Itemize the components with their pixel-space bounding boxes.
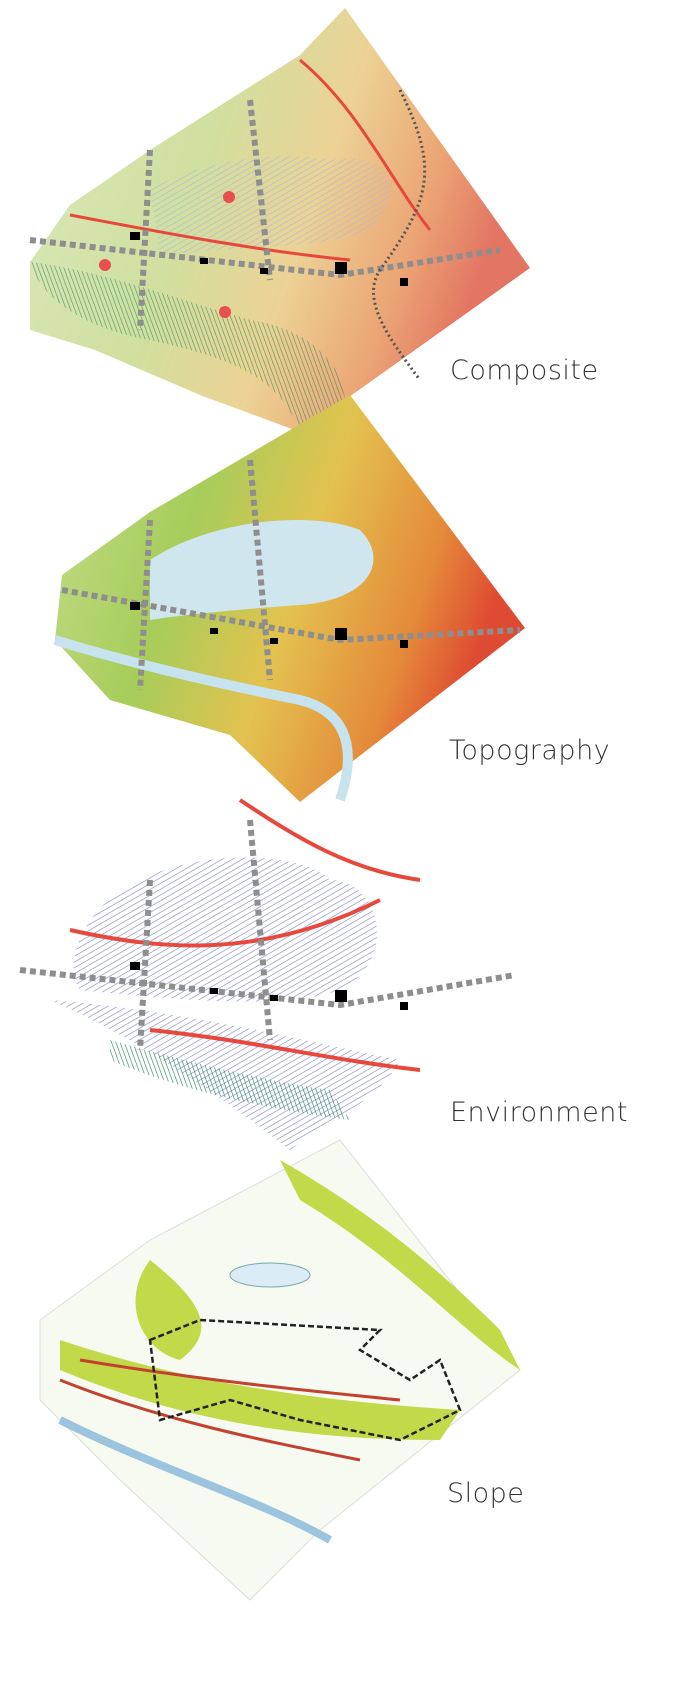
river [58, 1416, 332, 1544]
river [110, 1040, 350, 1120]
marker [219, 306, 231, 318]
slope-map [39, 1139, 521, 1601]
layer-label: Topography [449, 735, 610, 766]
steep-lines [59, 1358, 401, 1462]
road [19, 819, 516, 1051]
lake [229, 1262, 311, 1288]
road [29, 99, 501, 331]
trail [372, 89, 427, 381]
river [53, 635, 353, 802]
topography-map [53, 395, 525, 802]
layer-label: Composite [450, 355, 599, 386]
lake [150, 156, 391, 255]
marker [223, 191, 235, 203]
boundary [148, 1318, 462, 1442]
composite-map [29, 8, 530, 432]
marker [99, 259, 111, 271]
river [30, 262, 346, 432]
lake [73, 857, 378, 1002]
environment-map [19, 798, 516, 1150]
buildings [130, 232, 408, 286]
buildings [130, 602, 408, 648]
buildings [130, 962, 408, 1010]
slope-areas [60, 1160, 520, 1440]
layer-label: Slope [447, 1478, 524, 1509]
slope-lines [69, 798, 421, 1072]
layer-label: Environment [450, 1097, 628, 1128]
